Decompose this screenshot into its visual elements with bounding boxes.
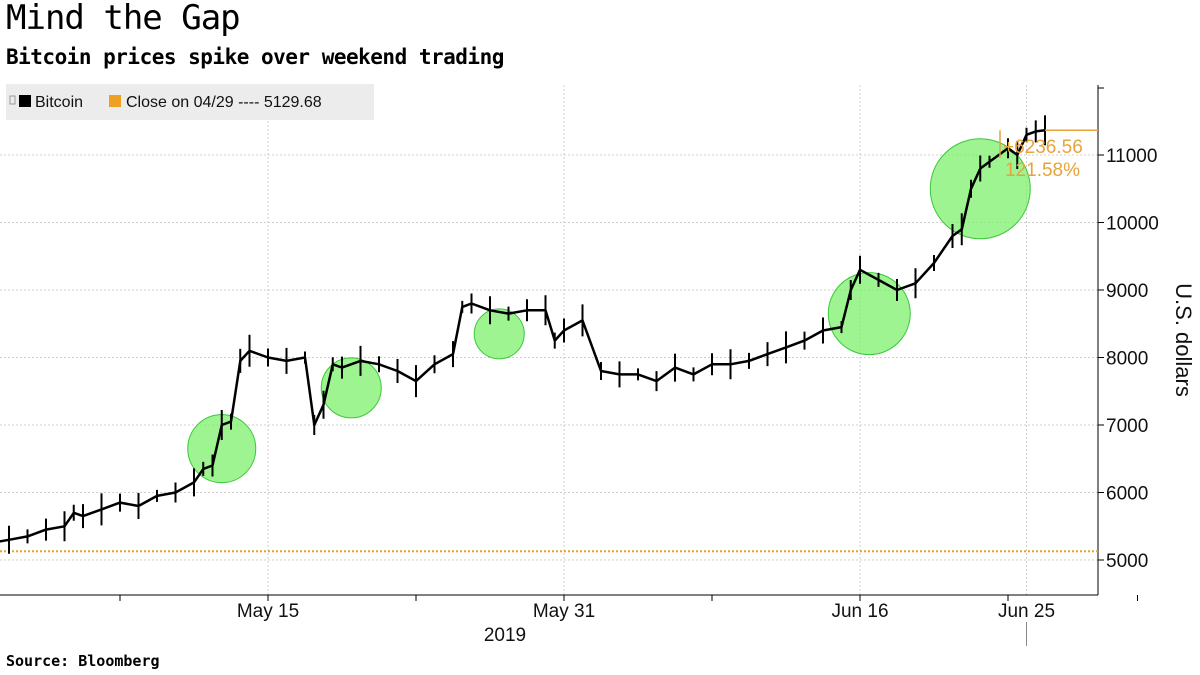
- x-tick-label: May 31: [533, 601, 595, 622]
- legend-label-close: Close on 04/29 ---- 5129.68: [126, 94, 322, 111]
- gap-highlight-circle: [473, 308, 525, 360]
- tick-labels: 5000 6000 7000 8000 9000 10000 11000 May 15 May …: [237, 146, 1159, 622]
- annotations: +6236.56 121.58%: [999, 129, 1098, 181]
- x-tick-label: Jun 16: [831, 601, 888, 622]
- bitcoin-price-line: [0, 129, 1046, 543]
- gap-highlight-circle: [929, 138, 1031, 240]
- legend-background: [6, 84, 374, 120]
- pct-annotation: 121.58%: [1005, 160, 1080, 181]
- source-note: Source: Bloomberg: [6, 652, 160, 670]
- legend-swatch-bitcoin: [19, 95, 31, 107]
- x-tick-label: May 15: [237, 601, 299, 622]
- y-tick-label: 9000: [1106, 281, 1148, 302]
- axes: [0, 85, 1138, 646]
- legend-swatch-close: [109, 95, 121, 107]
- change-annotation: +6236.56: [1003, 137, 1083, 158]
- y-tick-label: 10000: [1106, 214, 1159, 235]
- chart-subtitle: Bitcoin prices spike over weekend tradin…: [6, 45, 504, 69]
- y-tick-label: 8000: [1106, 349, 1148, 370]
- legend: Bitcoin Close on 04/29 ---- 5129.68: [6, 84, 374, 120]
- x-tick-label: Jun 25: [998, 601, 1055, 622]
- chart-title: Mind the Gap: [6, 0, 241, 38]
- candle-icon: [9, 95, 16, 105]
- y-tick-label: 5000: [1106, 551, 1148, 572]
- gap-highlight-circle: [320, 357, 382, 419]
- y-axis-label: U.S. dollars: [1171, 283, 1196, 397]
- gap-highlights: [187, 138, 1031, 484]
- x-year-label: 2019: [484, 625, 526, 646]
- grid: [0, 85, 1098, 595]
- y-tick-label: 6000: [1106, 484, 1148, 505]
- y-tick-label: 11000: [1106, 146, 1157, 167]
- legend-label-bitcoin: Bitcoin: [35, 94, 83, 111]
- price-series: [0, 115, 1046, 554]
- y-tick-label: 7000: [1106, 416, 1148, 437]
